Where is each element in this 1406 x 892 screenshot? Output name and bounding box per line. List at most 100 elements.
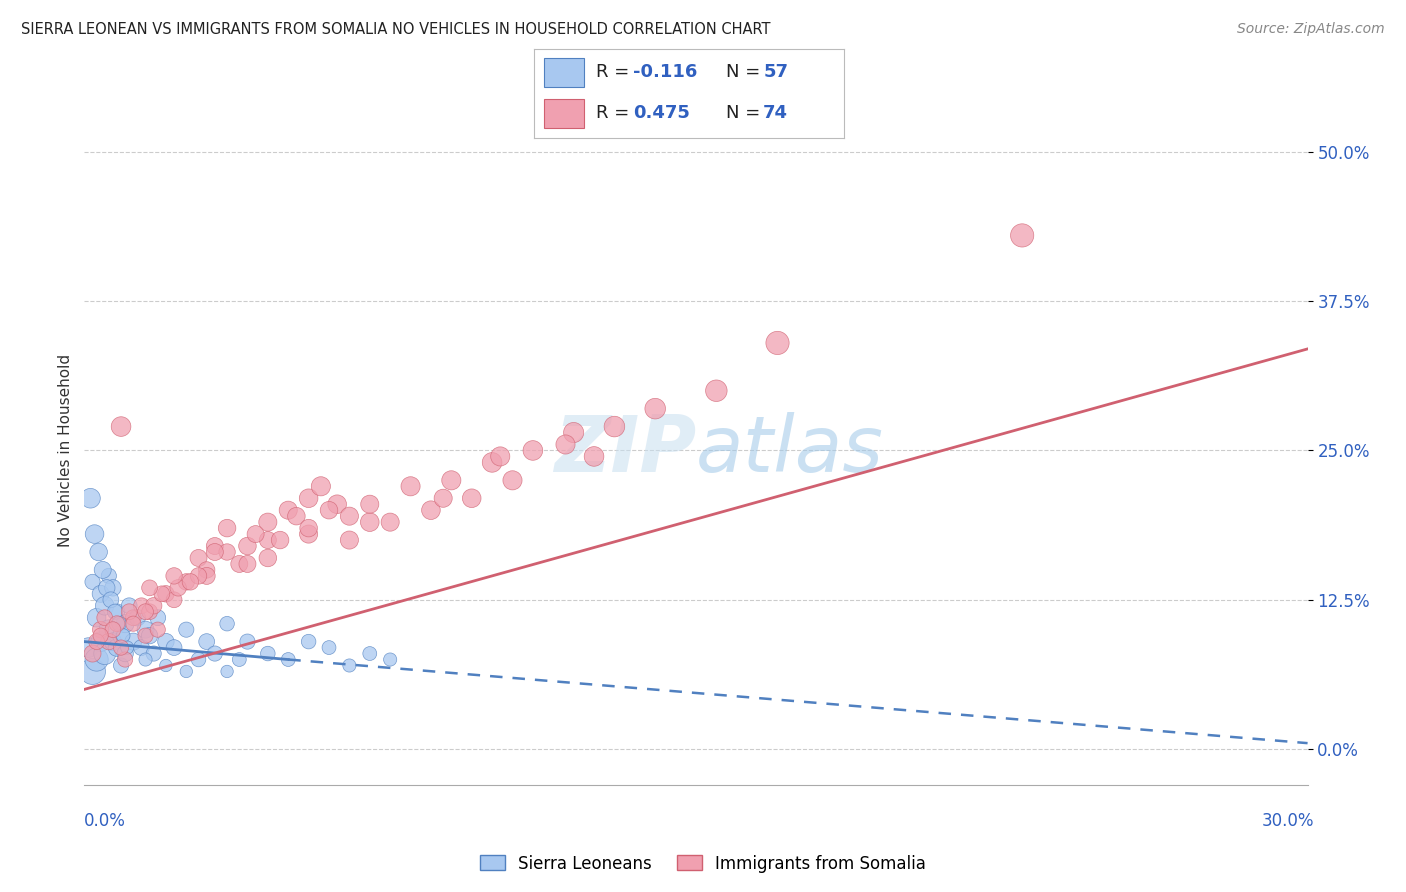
Point (187, 569, 209, 583)
Text: ZIP: ZIP (554, 412, 696, 489)
Point (163, 592, 186, 607)
Point (257, 551, 280, 566)
Text: 74: 74 (763, 104, 789, 122)
Point (298, 527, 321, 541)
Point (127, 611, 149, 625)
Point (90, 629, 112, 643)
Point (257, 533, 280, 547)
Point (174, 623, 197, 637)
Point (359, 647, 381, 661)
Point (104, 605, 127, 619)
Point (399, 479, 422, 493)
Point (150, 587, 173, 601)
Point (187, 551, 209, 566)
Point (562, 425, 585, 440)
Point (277, 652, 299, 666)
Point (87, 545, 110, 559)
Point (82, 647, 104, 661)
Point (420, 503, 443, 517)
Legend: Sierra Leoneans, Immigrants from Somalia: Sierra Leoneans, Immigrants from Somalia (474, 848, 932, 880)
Point (135, 623, 157, 637)
Point (110, 419, 132, 434)
Point (142, 647, 165, 661)
Point (93, 599, 115, 613)
Point (90, 634, 112, 648)
Point (138, 605, 160, 619)
Point (298, 634, 321, 648)
Point (217, 545, 239, 559)
Point (380, 515, 402, 529)
Text: atlas: atlas (696, 412, 884, 489)
Point (187, 652, 209, 666)
Point (110, 658, 132, 673)
Point (135, 629, 157, 643)
Point (114, 647, 136, 661)
Point (766, 335, 789, 350)
Text: 30.0%: 30.0% (1263, 812, 1315, 830)
Point (118, 605, 141, 619)
Point (155, 634, 177, 648)
Point (83, 527, 105, 541)
Point (217, 521, 239, 535)
Point (163, 640, 186, 655)
Bar (544, 58, 583, 87)
Point (108, 616, 131, 631)
Point (298, 521, 321, 535)
Text: N =: N = (725, 104, 766, 122)
Point (236, 557, 259, 571)
Text: Source: ZipAtlas.com: Source: ZipAtlas.com (1237, 22, 1385, 37)
Text: R =: R = (596, 63, 636, 81)
Point (110, 640, 132, 655)
Point (380, 652, 402, 666)
Point (326, 497, 349, 511)
Point (461, 491, 484, 506)
Text: -0.116: -0.116 (633, 63, 697, 81)
Point (359, 515, 381, 529)
Point (138, 581, 160, 595)
Point (82, 574, 104, 589)
Point (582, 450, 605, 464)
Point (440, 473, 463, 487)
Point (155, 587, 177, 601)
Point (257, 515, 280, 529)
Point (93, 611, 115, 625)
Point (603, 419, 626, 434)
Point (97, 634, 120, 648)
Point (115, 640, 138, 655)
Point (195, 569, 218, 583)
Point (86, 634, 108, 648)
Point (179, 574, 201, 589)
Point (257, 647, 280, 661)
Point (114, 652, 136, 666)
Point (101, 623, 124, 637)
Point (298, 491, 321, 506)
Point (1011, 228, 1033, 243)
Point (146, 611, 169, 625)
Point (432, 491, 454, 506)
Point (135, 605, 157, 619)
Point (644, 401, 666, 416)
Point (359, 497, 381, 511)
Point (131, 640, 153, 655)
Point (339, 658, 360, 673)
Point (79, 491, 101, 506)
Point (114, 616, 136, 631)
Point (101, 634, 124, 648)
Point (489, 450, 512, 464)
Point (163, 569, 186, 583)
Point (204, 539, 226, 553)
Point (204, 545, 226, 559)
Point (138, 629, 160, 643)
Point (277, 503, 299, 517)
Point (554, 437, 576, 451)
Point (105, 616, 128, 631)
Point (339, 533, 360, 547)
Point (142, 599, 165, 613)
Point (167, 581, 190, 595)
Point (101, 581, 124, 595)
Point (174, 665, 197, 679)
Text: N =: N = (725, 63, 766, 81)
Point (204, 647, 226, 661)
Point (285, 509, 308, 524)
Point (122, 616, 145, 631)
